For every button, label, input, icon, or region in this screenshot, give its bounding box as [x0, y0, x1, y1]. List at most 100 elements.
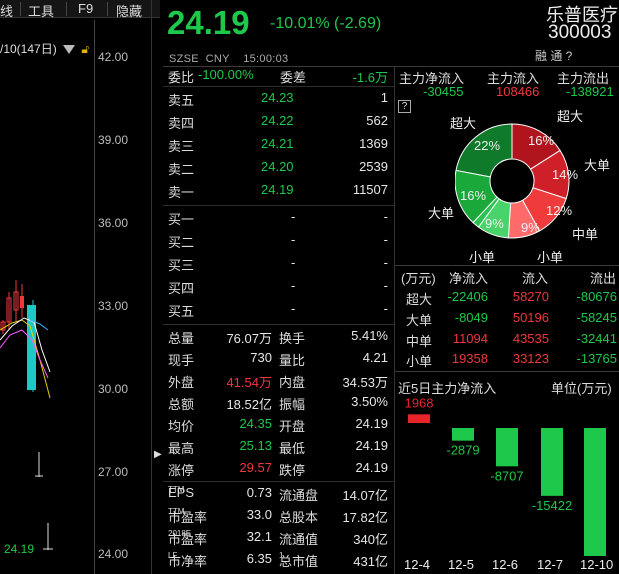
sell-level-label: 卖四	[168, 116, 195, 131]
table-header: 流入	[522, 271, 549, 286]
main-net-inflow-value: -30455	[423, 84, 464, 99]
chart-period-label: /10(147日) 🔓︎	[0, 40, 89, 57]
fundamental-value: 17.82亿	[342, 510, 388, 525]
toolbar-tools-button[interactable]: 工具	[28, 4, 55, 19]
sell-row[interactable]: 卖四 24.22 562	[168, 113, 390, 135]
buy-level-label: 买三	[168, 258, 195, 273]
stat-value: 76.07万	[226, 331, 272, 346]
weicha-label: 委差	[280, 70, 307, 85]
pie-label: 大单	[584, 158, 611, 173]
stock-name: 乐普医疗	[546, 5, 618, 25]
stat-label: 外盘	[168, 375, 195, 390]
sell-volume: 11507	[352, 182, 388, 197]
buy-row[interactable]: 买五 - -	[168, 301, 390, 323]
stat-value: 29.57	[239, 460, 272, 475]
flow-in: 58270	[512, 289, 549, 304]
lock-icon[interactable]: 🔓︎	[81, 42, 90, 56]
pie-label: 中单	[572, 227, 599, 242]
price-tick: 42.00	[98, 50, 129, 64]
flow-out: -13765	[576, 351, 617, 366]
margin-flags[interactable]: 融 通 ?	[535, 49, 573, 63]
help-icon[interactable]: ?	[398, 100, 411, 113]
pane-divider[interactable]	[151, 0, 152, 574]
flow-in: 43535	[512, 331, 549, 346]
stat-label: 开盘	[279, 419, 306, 434]
flow-net: -22406	[447, 289, 488, 304]
sell-volume: 2539	[359, 159, 388, 174]
flow-out: -80676	[576, 289, 617, 304]
fundamental-value: 32.1	[246, 529, 272, 544]
fund-flow-pie	[455, 123, 570, 239]
stat-value: 25.13	[239, 438, 272, 453]
currency-label: CNY	[205, 53, 230, 65]
buy-volume: -	[383, 232, 388, 247]
table-header: 净流入	[449, 271, 489, 286]
stat-value: 18.52亿	[226, 397, 272, 412]
last-price-label: 24.19	[4, 542, 35, 556]
flow-net: 11094	[452, 331, 488, 346]
pie-pct: 12%	[546, 203, 573, 218]
pie-pct: 16%	[460, 188, 487, 203]
five-day-bar	[541, 428, 563, 496]
toolbar-hide-button[interactable]: 隐藏	[116, 4, 143, 19]
fundamental-label: 市净率 LF	[168, 551, 208, 569]
five-day-value: -8707	[490, 468, 523, 483]
buy-level-label: 买四	[168, 281, 195, 296]
stat-value: 5.41%	[351, 328, 388, 343]
pie-label: 小单	[469, 250, 496, 265]
buy-row[interactable]: 买三 - -	[168, 255, 390, 277]
stat-row: 总额 18.52亿 振幅 3.50%	[168, 394, 390, 416]
kline-chart-pane[interactable]: 线 工具 F9 隐藏 /10(147日) 🔓︎ 42.00 39.00 36.0…	[0, 0, 160, 574]
pie-label: 超大	[557, 109, 584, 124]
moving-average-lines	[0, 317, 51, 399]
stat-value: 24.19	[355, 460, 388, 475]
main-inflow-label: 主力流入	[487, 71, 540, 86]
pie-pct: 22%	[474, 138, 501, 153]
fundamental-row: 市盈率 TTM 33.0 总股本 17.82亿	[168, 507, 390, 529]
buy-volume: -	[383, 255, 388, 270]
fundamental-value: 6.35	[246, 551, 272, 566]
stat-label: 量比	[279, 353, 306, 368]
sell-row[interactable]: 卖五 24.23 1	[168, 90, 390, 112]
fundamental-label: EPS TTM	[168, 485, 195, 500]
dropdown-triangle-icon[interactable]	[63, 45, 76, 55]
stat-row: 总量 76.07万 换手 5.41%	[168, 328, 390, 350]
expand-arrow-icon[interactable]: ▶	[154, 449, 162, 460]
stat-value: 24.35	[239, 416, 272, 431]
fundamental-value: 431亿	[353, 554, 388, 569]
stat-label: 内盘	[279, 375, 306, 390]
price-tick: 36.00	[98, 216, 129, 230]
toolbar-f9-button[interactable]: F9	[78, 1, 94, 16]
sell-row[interactable]: 卖三 24.21 1369	[168, 136, 390, 158]
sell-row[interactable]: 卖一 24.19 11507	[168, 182, 390, 204]
price-tick: 24.00	[98, 547, 129, 561]
price-axis-line	[94, 20, 95, 574]
five-day-value: 1968	[405, 396, 434, 410]
current-price: 24.19	[167, 4, 250, 41]
stat-label: 总额	[168, 397, 195, 412]
buy-row[interactable]: 买一 - -	[168, 209, 390, 231]
five-day-chart: 1968-2879-8707-15422-30452	[405, 396, 606, 556]
toolbar-line-button[interactable]: 线	[0, 4, 14, 19]
weibi-label: 委比	[168, 70, 195, 85]
five-day-bar	[452, 428, 474, 441]
stat-label: 均价	[168, 419, 195, 434]
date-label: 12-7	[537, 557, 564, 572]
fundamental-label: 流通盘	[279, 488, 319, 503]
table-header: (万元)	[401, 271, 436, 286]
date-label: 12-10	[580, 557, 614, 572]
date-label: 12-4	[404, 557, 431, 572]
buy-row[interactable]: 买四 - -	[168, 278, 390, 300]
flow-net: -8049	[454, 310, 488, 325]
buy-row[interactable]: 买二 - -	[168, 232, 390, 254]
fundamental-row: 市净率 LF 6.35 总市值 1 431亿	[168, 551, 390, 573]
stat-value: 24.19	[355, 438, 388, 453]
stat-label: 总量	[168, 331, 195, 346]
sell-volume: 562	[366, 113, 388, 128]
flow-out: -32441	[576, 331, 617, 346]
stat-label: 振幅	[279, 397, 306, 412]
sell-row[interactable]: 卖二 24.20 2539	[168, 159, 390, 181]
fundamental-row: 市盈率 2018E 32.1 流通值 340亿	[168, 529, 390, 551]
stock-code: 300003	[548, 22, 612, 43]
buy-level-label: 买五	[168, 304, 195, 319]
